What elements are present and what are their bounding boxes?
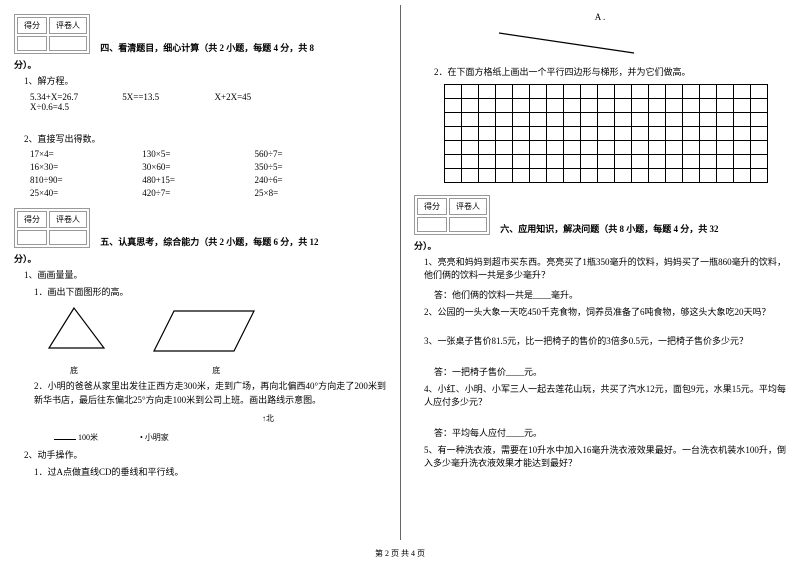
- q4-2-r1: 16×30= 30×60= 350÷5=: [30, 162, 386, 172]
- shape-labels: 底 底: [44, 365, 386, 376]
- right-column: A . 2．在下面方格纸上画出一个平行四边形与梯形，并为它们做高。 得分 评卷人…: [400, 0, 800, 565]
- eq: 16×30=: [30, 162, 140, 172]
- section5-header: 得分 评卷人 五、认真思考，综合能力（共 2 小题，每题 6 分，共 12: [14, 208, 386, 248]
- grader-label: 评卷人: [49, 211, 87, 228]
- eq: 25×40=: [30, 188, 140, 198]
- north-label: ↑北: [54, 413, 274, 424]
- triangle-icon: [49, 308, 104, 348]
- q4-2-r0: 17×4= 130×5= 560÷7=: [30, 149, 386, 159]
- q4-2-r2: 810÷90= 480+15= 240÷6=: [30, 175, 386, 185]
- q5-1-head: 1、画画量量。: [24, 269, 386, 283]
- section6-tail: 分）。: [414, 239, 786, 252]
- section5-tail: 分）。: [14, 252, 386, 265]
- parallelogram-icon: [154, 311, 254, 351]
- eq: 810÷90=: [30, 175, 140, 185]
- section6-header: 得分 评卷人 六、应用知识，解决问题（共 8 小题，每题 4 分，共 32: [414, 195, 786, 235]
- q4-1-eqs: 5.34+X=26.7 5X==13.5 X+2X=45 X÷0.6=4.5: [30, 92, 386, 112]
- tri-base-label: 底: [44, 365, 104, 376]
- grader-label: 评卷人: [49, 17, 87, 34]
- eq: X÷0.6=4.5: [30, 102, 120, 112]
- q4-2-head: 2、直接写出得数。: [24, 133, 386, 147]
- a6-1: 答：他们俩的饮料一共是____毫升。: [434, 288, 786, 301]
- eq: X+2X=45: [215, 92, 305, 102]
- home-label: 小明家: [145, 433, 169, 442]
- score-label: 得分: [17, 17, 47, 34]
- left-column: 得分 评卷人 四、看清题目，细心计算（共 2 小题，每题 4 分，共 8 分）。…: [0, 0, 400, 565]
- score-label: 得分: [417, 198, 447, 215]
- q6-5: 5、有一种洗衣液，需要在10升水中加入16毫升洗衣液效果最好。一台洗衣机装水10…: [424, 444, 786, 471]
- line-icon: [499, 33, 634, 53]
- q5-2-2: 2．在下面方格纸上画出一个平行四边形与梯形，并为它们做高。: [434, 66, 786, 80]
- grader-label: 评卷人: [449, 198, 487, 215]
- score-box: 得分 评卷人: [14, 14, 90, 54]
- q4-2-r3: 25×40= 420÷7= 25×8=: [30, 188, 386, 198]
- eq: 5.34+X=26.7: [30, 92, 120, 102]
- score-box: 得分 评卷人: [14, 208, 90, 248]
- section4-tail: 分）。: [14, 58, 386, 71]
- para-base-label: 底: [146, 365, 286, 376]
- eq: 350÷5=: [255, 162, 365, 172]
- q6-1: 1、亮亮和妈妈到超市买东西。亮亮买了1瓶350毫升的饮料，妈妈买了一瓶860毫升…: [424, 256, 786, 283]
- eq: 240÷6=: [255, 175, 365, 185]
- q6-3: 3、一张桌子售价81.5元，比一把椅子的售价的3倍多0.5元，一把椅子售价多少元…: [424, 335, 786, 349]
- eq: 130×5=: [142, 149, 252, 159]
- eq: 30×60=: [142, 162, 252, 172]
- a6-3: 答：一把椅子售价____元。: [434, 365, 786, 378]
- eq: 420÷7=: [142, 188, 252, 198]
- grid-paper: [444, 84, 768, 183]
- q5-2-1: 1．过A点做直线CD的垂线和平行线。: [34, 466, 386, 480]
- shapes-svg: [44, 303, 304, 363]
- a6-4: 答：平均每人应付____元。: [434, 426, 786, 439]
- scale-label: 100米: [78, 433, 98, 442]
- eq: 17×4=: [30, 149, 140, 159]
- q5-2-head: 2、动手操作。: [24, 449, 386, 463]
- line-cd: [494, 28, 786, 60]
- north-text: 北: [266, 414, 274, 423]
- eq: 25×8=: [255, 188, 365, 198]
- q6-4: 4、小红、小明、小军三人一起去莲花山玩，共买了汽水12元，面包9元，水果15元。…: [424, 383, 786, 410]
- q5-1-1: 1．画出下面图形的高。: [34, 286, 386, 300]
- section4-header: 得分 评卷人 四、看清题目，细心计算（共 2 小题，每题 4 分，共 8: [14, 14, 386, 54]
- eq: 480+15=: [142, 175, 252, 185]
- section4-title: 四、看清题目，细心计算（共 2 小题，每题 4 分，共 8: [100, 41, 314, 54]
- eq: 560÷7=: [255, 149, 365, 159]
- q6-2: 2、公园的一头大象一天吃450千克食物，饲养员准备了6吨食物，够这头大象吃20天…: [424, 306, 786, 320]
- section5-title: 五、认真思考，综合能力（共 2 小题，每题 6 分，共 12: [100, 235, 318, 248]
- q5-1-2: 2．小明的爸爸从家里出发往正西方走300米，走到广场，再向北偏西40°方向走了2…: [34, 380, 386, 407]
- q4-1-head: 1、解方程。: [24, 75, 386, 89]
- section6-title: 六、应用知识，解决问题（共 8 小题，每题 4 分，共 32: [500, 222, 718, 235]
- eq: 5X==13.5: [122, 92, 212, 102]
- score-label: 得分: [17, 211, 47, 228]
- map-area: ↑北 100米 • 小明家: [54, 413, 386, 443]
- point-a-label: A .: [414, 12, 786, 22]
- shapes-row: 底 底: [44, 303, 386, 376]
- page-footer: 第 2 页 共 4 页: [0, 548, 800, 559]
- score-box: 得分 评卷人: [414, 195, 490, 235]
